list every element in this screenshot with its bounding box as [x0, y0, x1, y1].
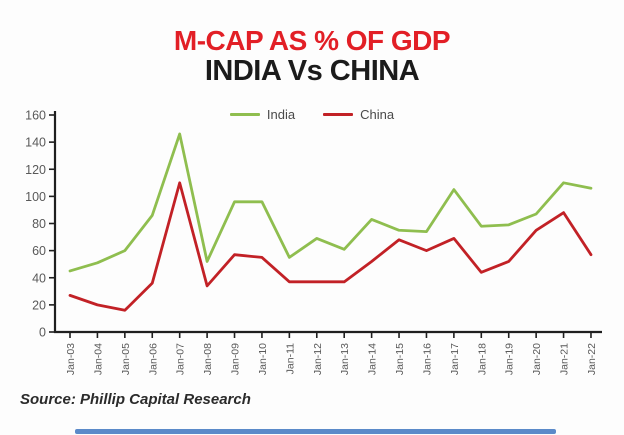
- legend-label-india: India: [266, 107, 296, 122]
- x-tick-label: Jan-05: [120, 343, 132, 375]
- x-tick-label: Jan-10: [257, 343, 269, 375]
- chart-subtitle: INDIA Vs CHINA: [204, 55, 420, 87]
- chart-title: M-CAP AS % OF GDP: [173, 25, 451, 56]
- legend-item-china: China: [323, 107, 394, 122]
- legend: India China: [0, 107, 624, 122]
- x-tick-label: Jan-13: [339, 343, 351, 375]
- x-axis-labels: Jan-03 Jan-04 Jan-05 Jan-06 Jan-07 Jan-08 Jan-…: [65, 343, 598, 375]
- x-tick-label: Jan-17: [449, 343, 461, 375]
- y-tick-label: 0: [39, 326, 46, 340]
- x-tick-label: Jan-14: [367, 343, 379, 375]
- x-tick-label: Jan-12: [312, 343, 324, 375]
- x-tick-label: Jan-16: [421, 343, 433, 375]
- y-tick-label: 40: [32, 271, 46, 285]
- x-tick-label: Jan-20: [531, 343, 543, 375]
- x-tick-label: Jan-09: [230, 343, 242, 375]
- x-tick-label: Jan-06: [147, 343, 159, 375]
- india-line: [68, 132, 593, 273]
- y-axis-ticks: [49, 114, 55, 333]
- x-tick-label: Jan-18: [476, 343, 488, 375]
- x-tick-label: Jan-03: [65, 343, 77, 375]
- source-note: Source: Phillip Capital Research: [20, 391, 251, 408]
- y-axis-labels: 0 20 40 60 80 100 120 140 160: [25, 109, 46, 340]
- x-tick-label: Jan-22: [586, 343, 598, 375]
- y-tick-label: 160: [25, 109, 46, 123]
- legend-item-india: India: [229, 107, 296, 122]
- line-chart: 0 20 40 60 80 100 120 140 160 Jan-03 Jan-04 Jan-05…: [25, 109, 602, 375]
- x-tick-label: Jan-08: [202, 343, 214, 375]
- x-tick-label: Jan-15: [394, 343, 406, 375]
- china-line-swatch: [323, 113, 354, 116]
- y-tick-label: 20: [32, 298, 46, 312]
- progress-bar: [75, 429, 556, 434]
- y-tick-label: 140: [25, 136, 46, 150]
- x-tick-label: Jan-07: [175, 343, 187, 375]
- x-tick-label: Jan-11: [284, 343, 296, 374]
- x-tick-label: Jan-21: [559, 343, 571, 375]
- x-tick-label: Jan-04: [92, 343, 104, 375]
- india-line-swatch: [229, 113, 260, 116]
- x-tick-label: Jan-19: [504, 343, 516, 375]
- data-series: [68, 132, 593, 312]
- y-tick-label: 100: [25, 190, 46, 204]
- y-tick-label: 80: [32, 217, 46, 231]
- y-tick-label: 60: [32, 244, 46, 258]
- axis-lines: [53, 111, 602, 334]
- china-line: [68, 181, 593, 312]
- y-tick-label: 120: [25, 163, 46, 177]
- legend-label-china: China: [360, 107, 395, 122]
